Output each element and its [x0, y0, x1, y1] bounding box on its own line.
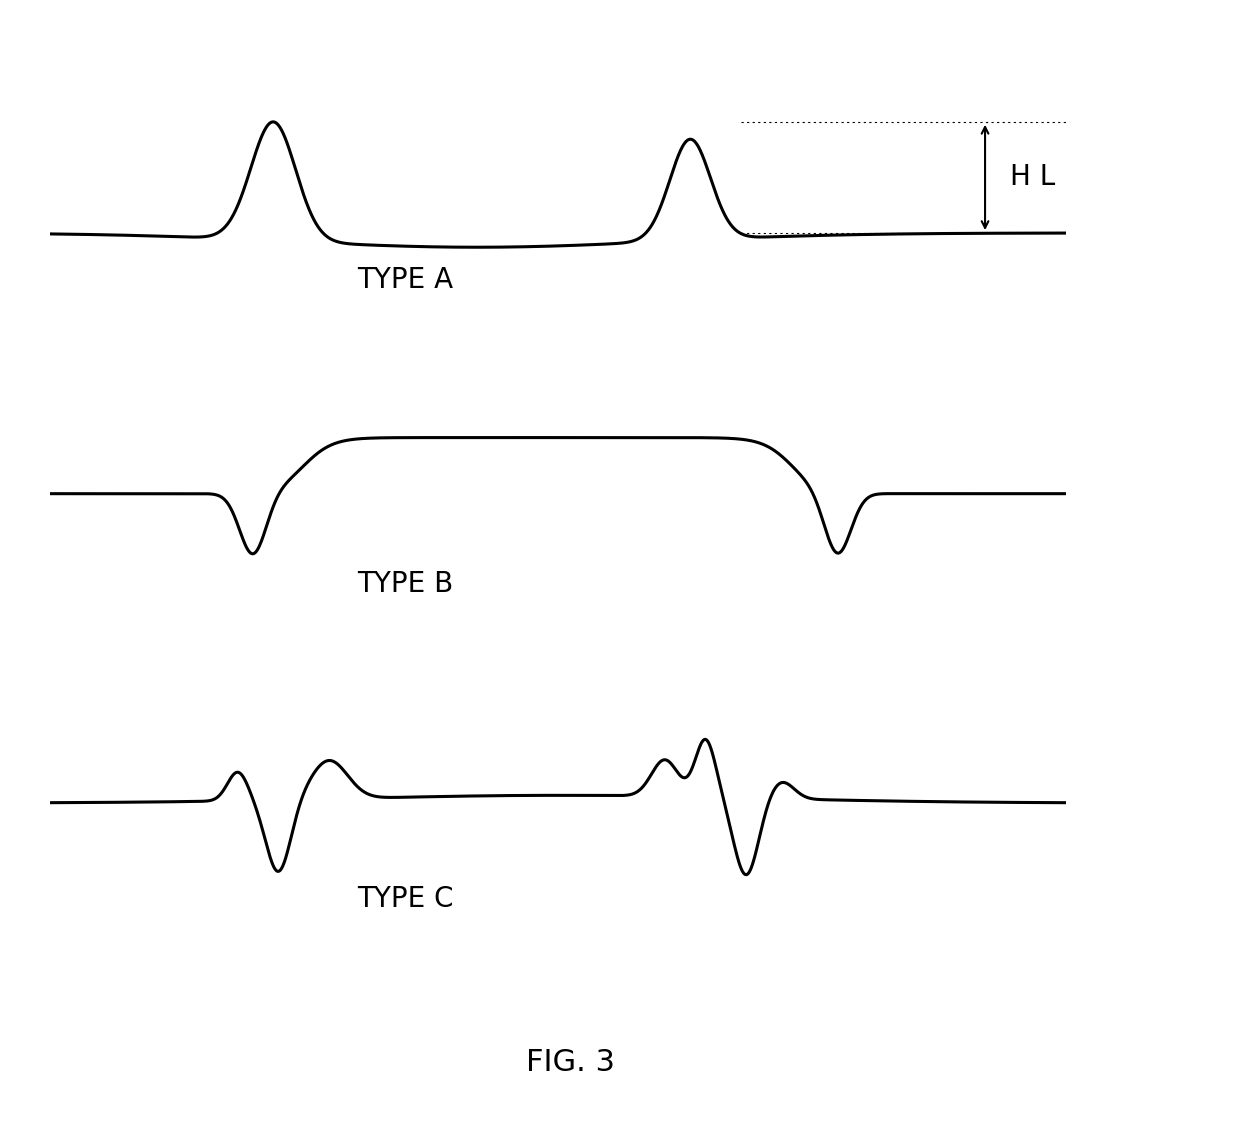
Text: TYPE A: TYPE A	[357, 266, 454, 294]
Text: FIG. 3: FIG. 3	[526, 1048, 615, 1077]
Text: TYPE C: TYPE C	[357, 885, 454, 913]
Text: H L: H L	[1011, 164, 1055, 192]
Text: TYPE B: TYPE B	[357, 570, 454, 598]
